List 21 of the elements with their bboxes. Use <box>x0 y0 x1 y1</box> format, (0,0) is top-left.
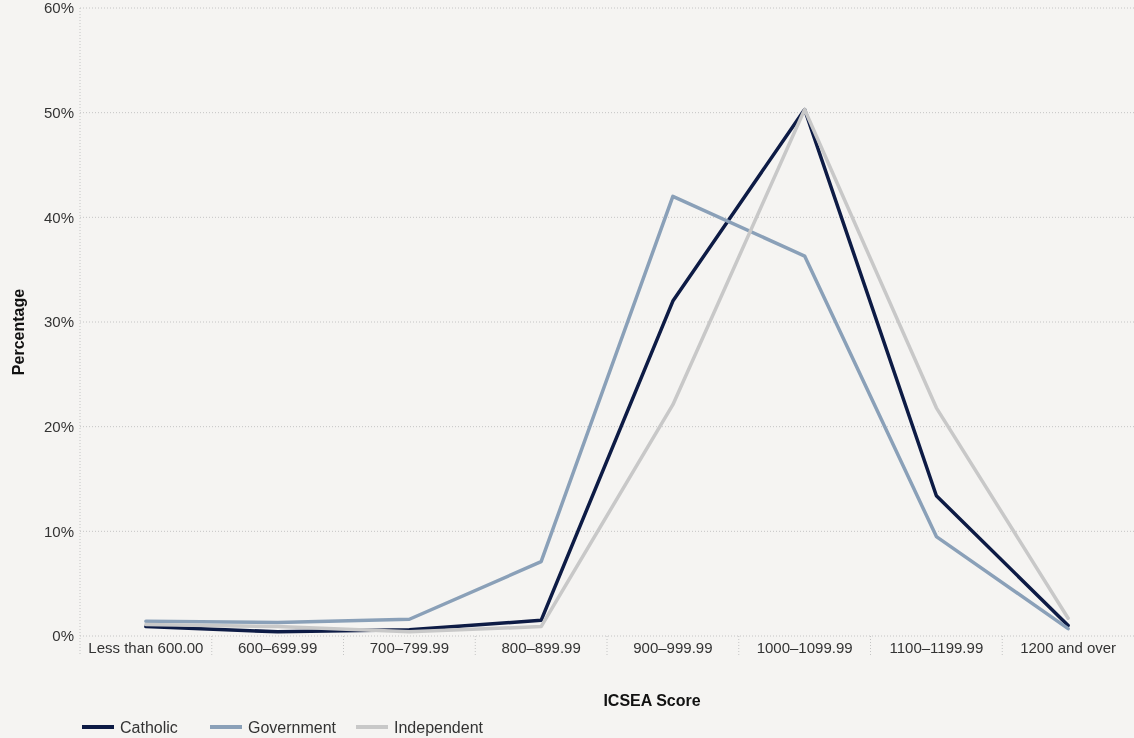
x-tick-label: 1200 and over <box>1020 639 1117 657</box>
y-tick-label: 60% <box>43 0 74 17</box>
x-tick-label: 700–799.99 <box>369 639 449 657</box>
y-axis-title: Percentage <box>10 288 27 376</box>
x-axis-title: ICSEA Score <box>603 692 701 709</box>
x-tick-label: 800–899.99 <box>501 639 581 657</box>
line-series <box>144 194 1070 631</box>
legend-label: Catholic <box>120 718 178 736</box>
y-tick-label: 40% <box>43 208 74 226</box>
y-tick-label: 0% <box>52 627 74 645</box>
y-tick-label: 10% <box>43 522 74 540</box>
x-tick-label: 900–999.99 <box>633 639 713 657</box>
x-tick-label: 600–699.99 <box>238 639 318 657</box>
y-tick-label: 20% <box>43 417 74 435</box>
y-tick-label: 50% <box>43 103 74 121</box>
x-tick-label: 1000–1099.99 <box>756 639 853 657</box>
x-tick-label: Less than 600.00 <box>88 639 204 657</box>
y-tick-label: 30% <box>43 313 74 331</box>
legend-label: Government <box>248 718 337 736</box>
legend-label: Independent <box>394 718 484 736</box>
x-tick-label: 1100–1199.99 <box>889 639 984 657</box>
